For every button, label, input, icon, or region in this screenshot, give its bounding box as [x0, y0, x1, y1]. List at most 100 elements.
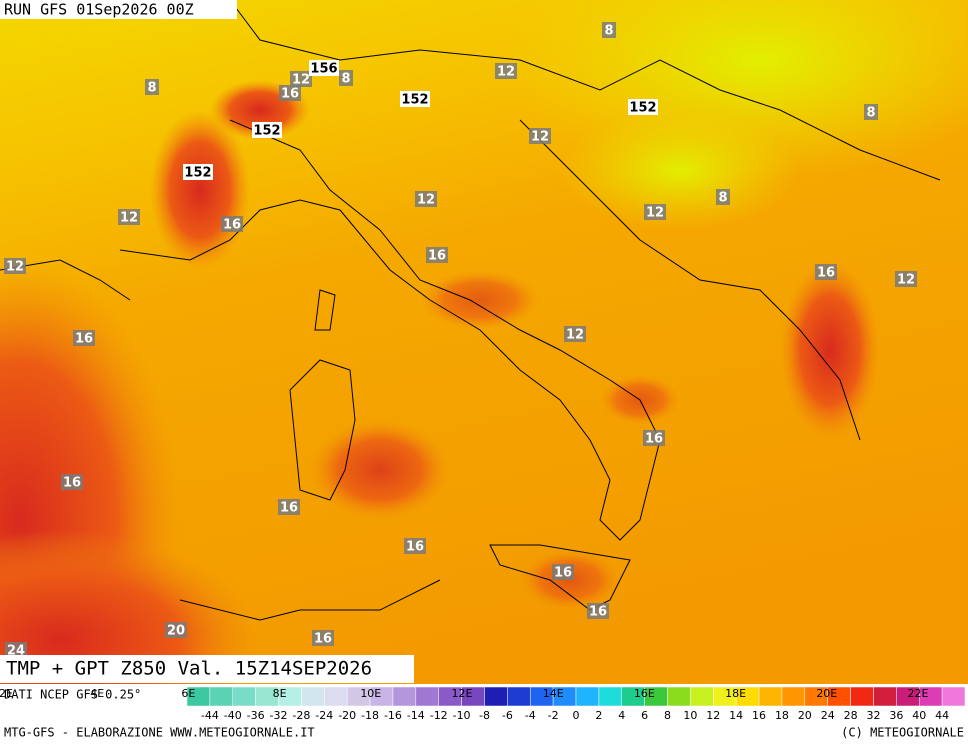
color-swatch — [850, 686, 874, 707]
longitude-label: 10E — [360, 687, 381, 700]
colorbar-label: 16 — [752, 709, 766, 722]
colorbar-label: 6 — [641, 709, 648, 722]
color-swatch — [209, 686, 234, 707]
color-swatch — [873, 686, 897, 707]
label-box — [279, 85, 301, 101]
temperature-label: 12 — [292, 73, 310, 88]
colorbar-label: -16 — [384, 709, 402, 722]
colorbar-label: -28 — [292, 709, 310, 722]
color-swatch — [484, 686, 508, 707]
color-swatch — [758, 686, 783, 707]
temperature-label: 16 — [428, 249, 446, 264]
colorbar-label: -4 — [525, 709, 536, 722]
label-box — [183, 164, 213, 180]
header-box — [0, 0, 237, 19]
label-box — [644, 204, 666, 220]
color-swatch — [507, 686, 531, 707]
label-box — [815, 264, 837, 280]
height-label: 152 — [253, 124, 280, 139]
colorbar-label: 4 — [618, 709, 625, 722]
label-box — [564, 326, 586, 342]
temperature-label: 12 — [531, 130, 549, 145]
label-box — [73, 330, 95, 346]
color-swatch — [392, 686, 417, 707]
label-box — [252, 122, 282, 138]
label-box — [118, 209, 140, 225]
coastlines — [0, 0, 941, 621]
copyright: (C) METEOGIORNALE — [841, 726, 964, 740]
label-box — [415, 191, 437, 207]
colorbar: -44 -40 -36 -32 -28 -24 -20 -18 -16 -14 -12 -10 -8 -6… — [0, 686, 966, 722]
height-label: 152 — [629, 101, 656, 116]
label-box — [339, 70, 353, 86]
colorbar-label: 32 — [866, 709, 880, 722]
colorbar-label: 40 — [912, 709, 926, 722]
colorbar-label: -36 — [247, 709, 265, 722]
temperature-label: 12 — [120, 211, 138, 226]
run-info: RUN GFS 01Sep2026 00Z — [4, 1, 194, 19]
temperature-label: 20 — [167, 624, 185, 639]
temperature-label: 8 — [341, 72, 350, 87]
label-box — [290, 71, 312, 87]
colorbar-label: -2 — [548, 709, 559, 722]
longitude-label: 20E — [816, 687, 837, 700]
label-box — [628, 99, 658, 115]
label-box — [4, 258, 26, 274]
colorbar-label: 10 — [683, 709, 697, 722]
temperature-label: 24 — [7, 644, 25, 659]
colorbar-label: 14 — [729, 709, 743, 722]
color-swatch — [324, 686, 348, 707]
colorbar-label: -12 — [430, 709, 448, 722]
color-swatch — [598, 686, 623, 707]
colorbar-label: -6 — [502, 709, 513, 722]
temperature-label: 12 — [6, 260, 24, 275]
height-label: 152 — [401, 93, 428, 108]
color-swatch — [667, 686, 691, 707]
colorbar-label: -44 — [201, 709, 219, 722]
label-box — [864, 104, 878, 120]
label-box — [312, 630, 334, 646]
temperature-label: 16 — [406, 540, 424, 555]
label-box — [145, 79, 159, 95]
longitude-label: 18E — [725, 687, 746, 700]
longitude-label: 2E — [0, 687, 13, 700]
colorbar-label: -8 — [479, 709, 490, 722]
map-title: TMP + GPT Z850 Val. 15Z14SEP2026 — [6, 658, 372, 680]
label-box — [552, 564, 574, 580]
colorbar-label: -40 — [224, 709, 242, 722]
temperature-label: 16 — [281, 87, 299, 102]
label-box — [309, 60, 339, 76]
color-swatch — [232, 686, 256, 707]
label-box — [495, 63, 517, 79]
colorbar-label: -32 — [270, 709, 288, 722]
colorbar-label: 12 — [706, 709, 720, 722]
colorbar-label: 18 — [775, 709, 789, 722]
label-box — [5, 642, 27, 658]
temperature-label: 12 — [897, 273, 915, 288]
label-box — [278, 499, 300, 515]
label-box — [165, 622, 187, 638]
color-swatch — [781, 686, 806, 707]
color-swatch — [575, 686, 600, 707]
label-box — [895, 271, 917, 287]
credit: MTG-GFS - ELABORAZIONE WWW.METEOGIORNALE… — [4, 726, 315, 740]
longitude-label: 16E — [634, 687, 655, 700]
temperature-label: 16 — [314, 632, 332, 647]
temperature-label: 8 — [147, 81, 156, 96]
temperature-label: 16 — [280, 501, 298, 516]
color-swatch — [415, 686, 439, 707]
colorbar-label: 20 — [798, 709, 812, 722]
label-box — [404, 538, 426, 554]
temperature-label: 16 — [589, 605, 607, 620]
colorbar-label: 8 — [664, 709, 671, 722]
temperature-label: 8 — [866, 106, 875, 121]
colorbar-label: 36 — [889, 709, 903, 722]
label-box — [400, 91, 430, 107]
label-box — [221, 216, 243, 232]
title-box — [0, 655, 414, 683]
label-box — [587, 603, 609, 619]
temperature-label: 16 — [75, 332, 93, 347]
temperature-label: 8 — [604, 24, 613, 39]
